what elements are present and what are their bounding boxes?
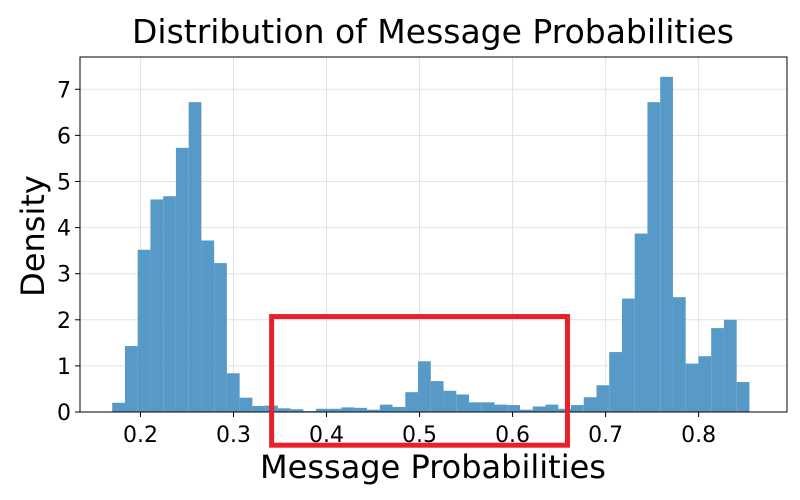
histogram-bars [112, 76, 750, 412]
histogram-bar-19 [354, 407, 368, 412]
histogram-bar-8 [214, 263, 227, 412]
axes-frame [79, 56, 788, 413]
histogram-bar-11 [252, 406, 266, 412]
histogram-bar-2 [137, 249, 151, 412]
histogram-bar-29 [481, 402, 495, 412]
histogram-bar-20 [367, 409, 380, 412]
highlight-box [269, 314, 570, 448]
histogram-bar-6 [188, 102, 202, 412]
histogram-bar-48 [723, 319, 737, 412]
histogram-bar-45 [685, 363, 699, 412]
histogram-bar-41 [634, 233, 648, 412]
histogram-bar-25 [430, 381, 444, 412]
x-tick-label-1: 0.3 [216, 423, 251, 448]
y-axis-label: Density [14, 175, 52, 297]
histogram-bar-21 [379, 404, 393, 412]
histogram-bar-22 [392, 406, 406, 412]
y-tick-label-3: 3 [57, 263, 71, 288]
y-tick-label-1: 1 [57, 355, 71, 380]
histogram-bar-16 [316, 408, 329, 412]
chart-title: Distribution of Message Probabilities [132, 12, 734, 51]
histogram-bar-30 [494, 404, 508, 412]
histogram-bar-33 [532, 406, 546, 412]
histogram-bar-40 [621, 298, 635, 412]
histogram-bar-1 [124, 346, 138, 412]
x-tick-label-5: 0.7 [588, 423, 623, 448]
histogram-bar-47 [711, 328, 724, 412]
histogram-bar-3 [150, 199, 164, 412]
histogram-bar-39 [609, 352, 622, 412]
histogram-bar-28 [469, 402, 482, 412]
x-tick-label-0: 0.2 [123, 423, 158, 448]
y-tick-label-2: 2 [57, 309, 71, 334]
histogram-bar-4 [163, 196, 176, 412]
histogram-bar-23 [405, 392, 419, 412]
histogram-bar-37 [583, 397, 597, 412]
histogram-bar-49 [736, 382, 750, 412]
histogram-bar-35 [558, 408, 571, 412]
histogram-bar-5 [175, 147, 189, 412]
histogram-bar-42 [647, 102, 661, 412]
histogram-bar-7 [201, 240, 215, 412]
histogram-bar-44 [672, 297, 686, 412]
histogram-bar-18 [341, 407, 355, 412]
histogram-bar-34 [545, 404, 559, 412]
histogram-bar-46 [698, 356, 712, 412]
y-tick-label-5: 5 [57, 170, 71, 195]
histogram-bar-24 [418, 361, 431, 412]
histogram-bar-17 [328, 408, 342, 412]
histogram-bar-26 [443, 390, 457, 412]
histogram-bar-31 [507, 405, 521, 412]
y-tick-label-7: 7 [57, 78, 71, 103]
y-tick-label-4: 4 [57, 217, 71, 242]
histogram-bar-36 [570, 405, 584, 412]
histogram-bar-13 [277, 408, 291, 412]
histogram-bar-9 [226, 373, 240, 412]
histogram-bar-27 [456, 394, 470, 412]
x-tick-label-6: 0.8 [681, 423, 716, 448]
histogram-bar-10 [239, 397, 253, 412]
histogram-bar-14 [290, 409, 304, 412]
y-tick-label-0: 0 [57, 401, 71, 426]
histogram-bar-0 [112, 402, 125, 412]
histogram-bar-38 [596, 385, 610, 412]
y-tick-label-6: 6 [57, 124, 71, 149]
histogram-bar-32 [520, 409, 533, 412]
x-axis-label: Message Probabilities [260, 448, 606, 486]
histogram-bar-43 [660, 76, 673, 412]
